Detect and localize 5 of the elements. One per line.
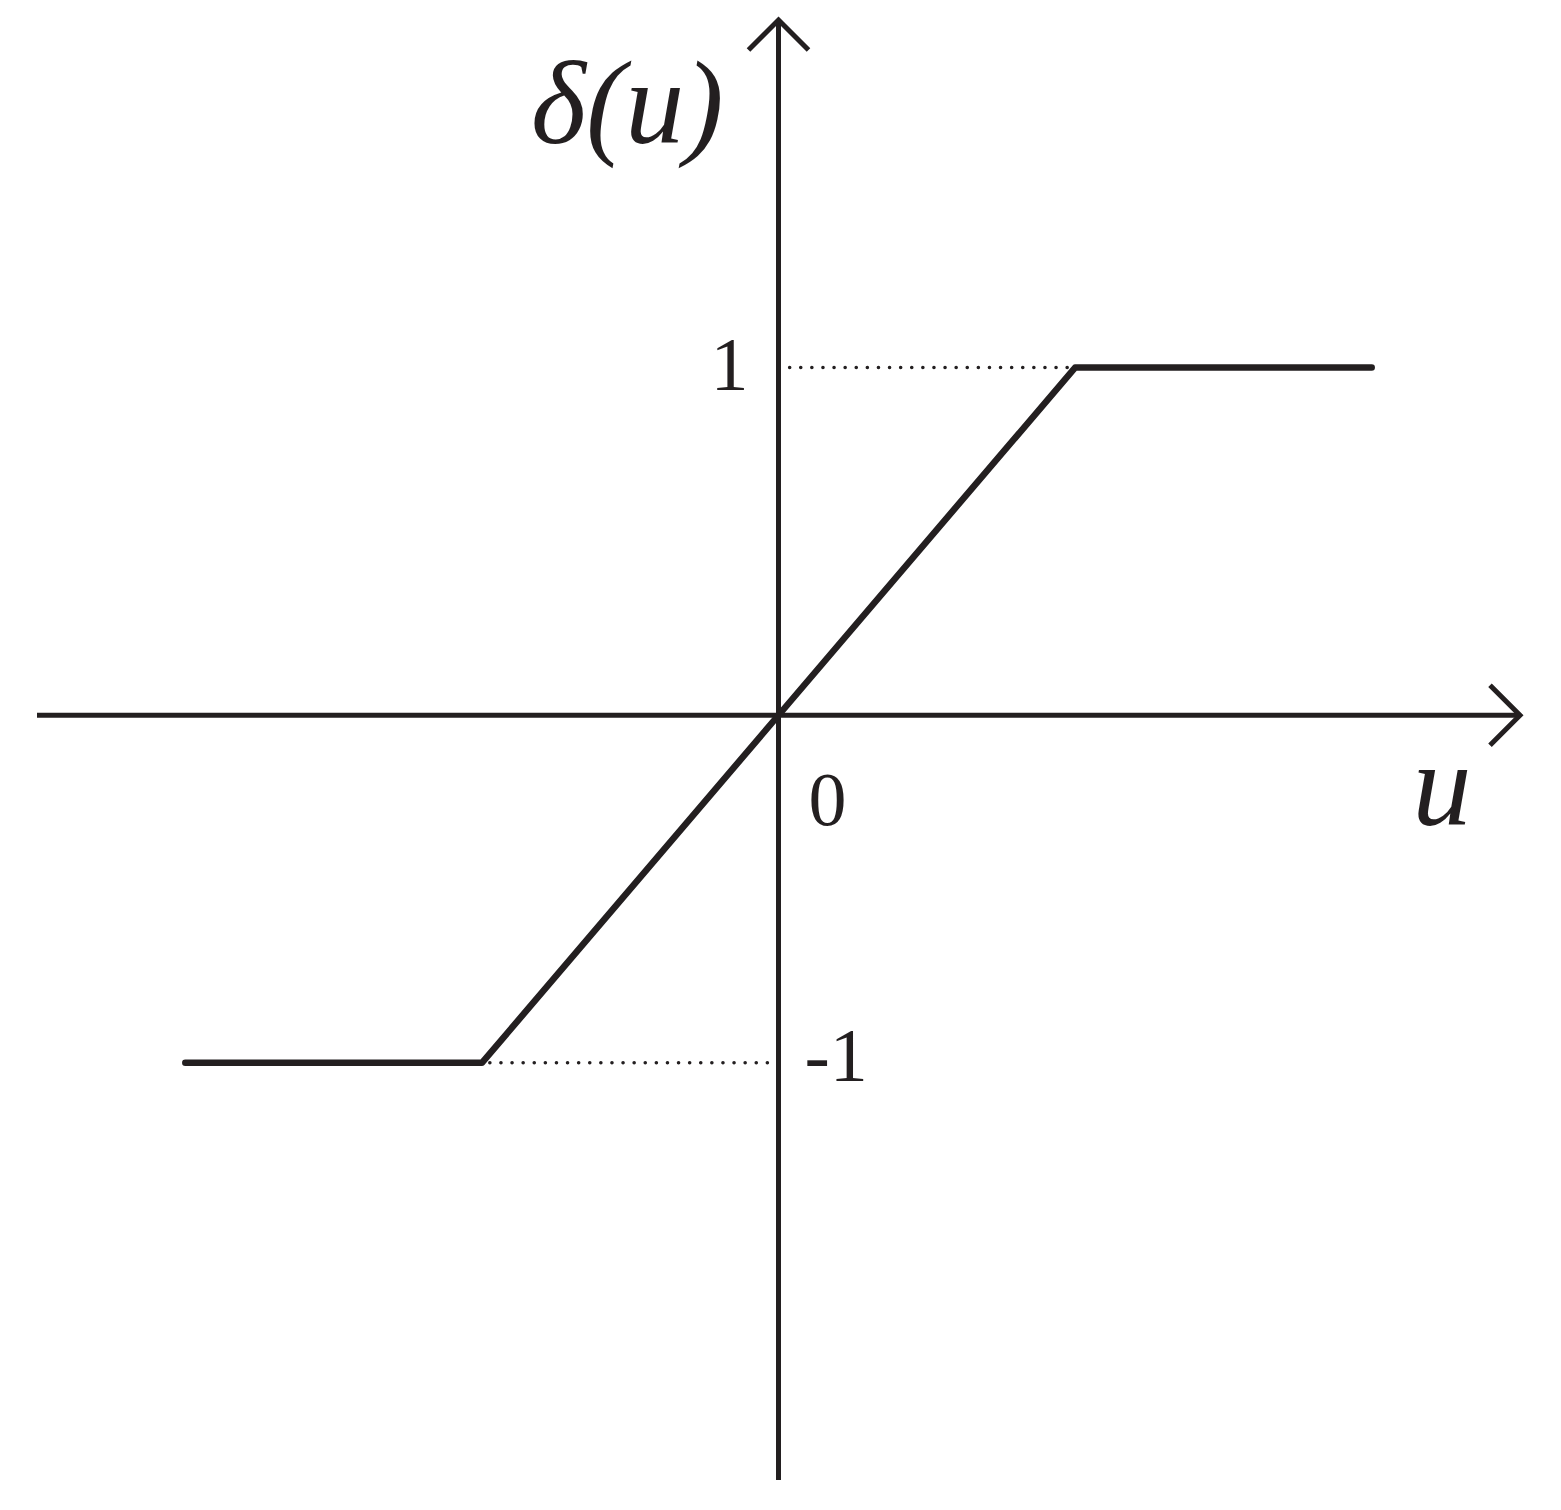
annotation: 0 [808,757,847,842]
x-axis-title: u [1412,720,1472,852]
ref-line-label: -1 [804,1012,868,1097]
y-axis-title: δ(u) [531,38,724,169]
ref-line-label: 1 [710,321,749,406]
